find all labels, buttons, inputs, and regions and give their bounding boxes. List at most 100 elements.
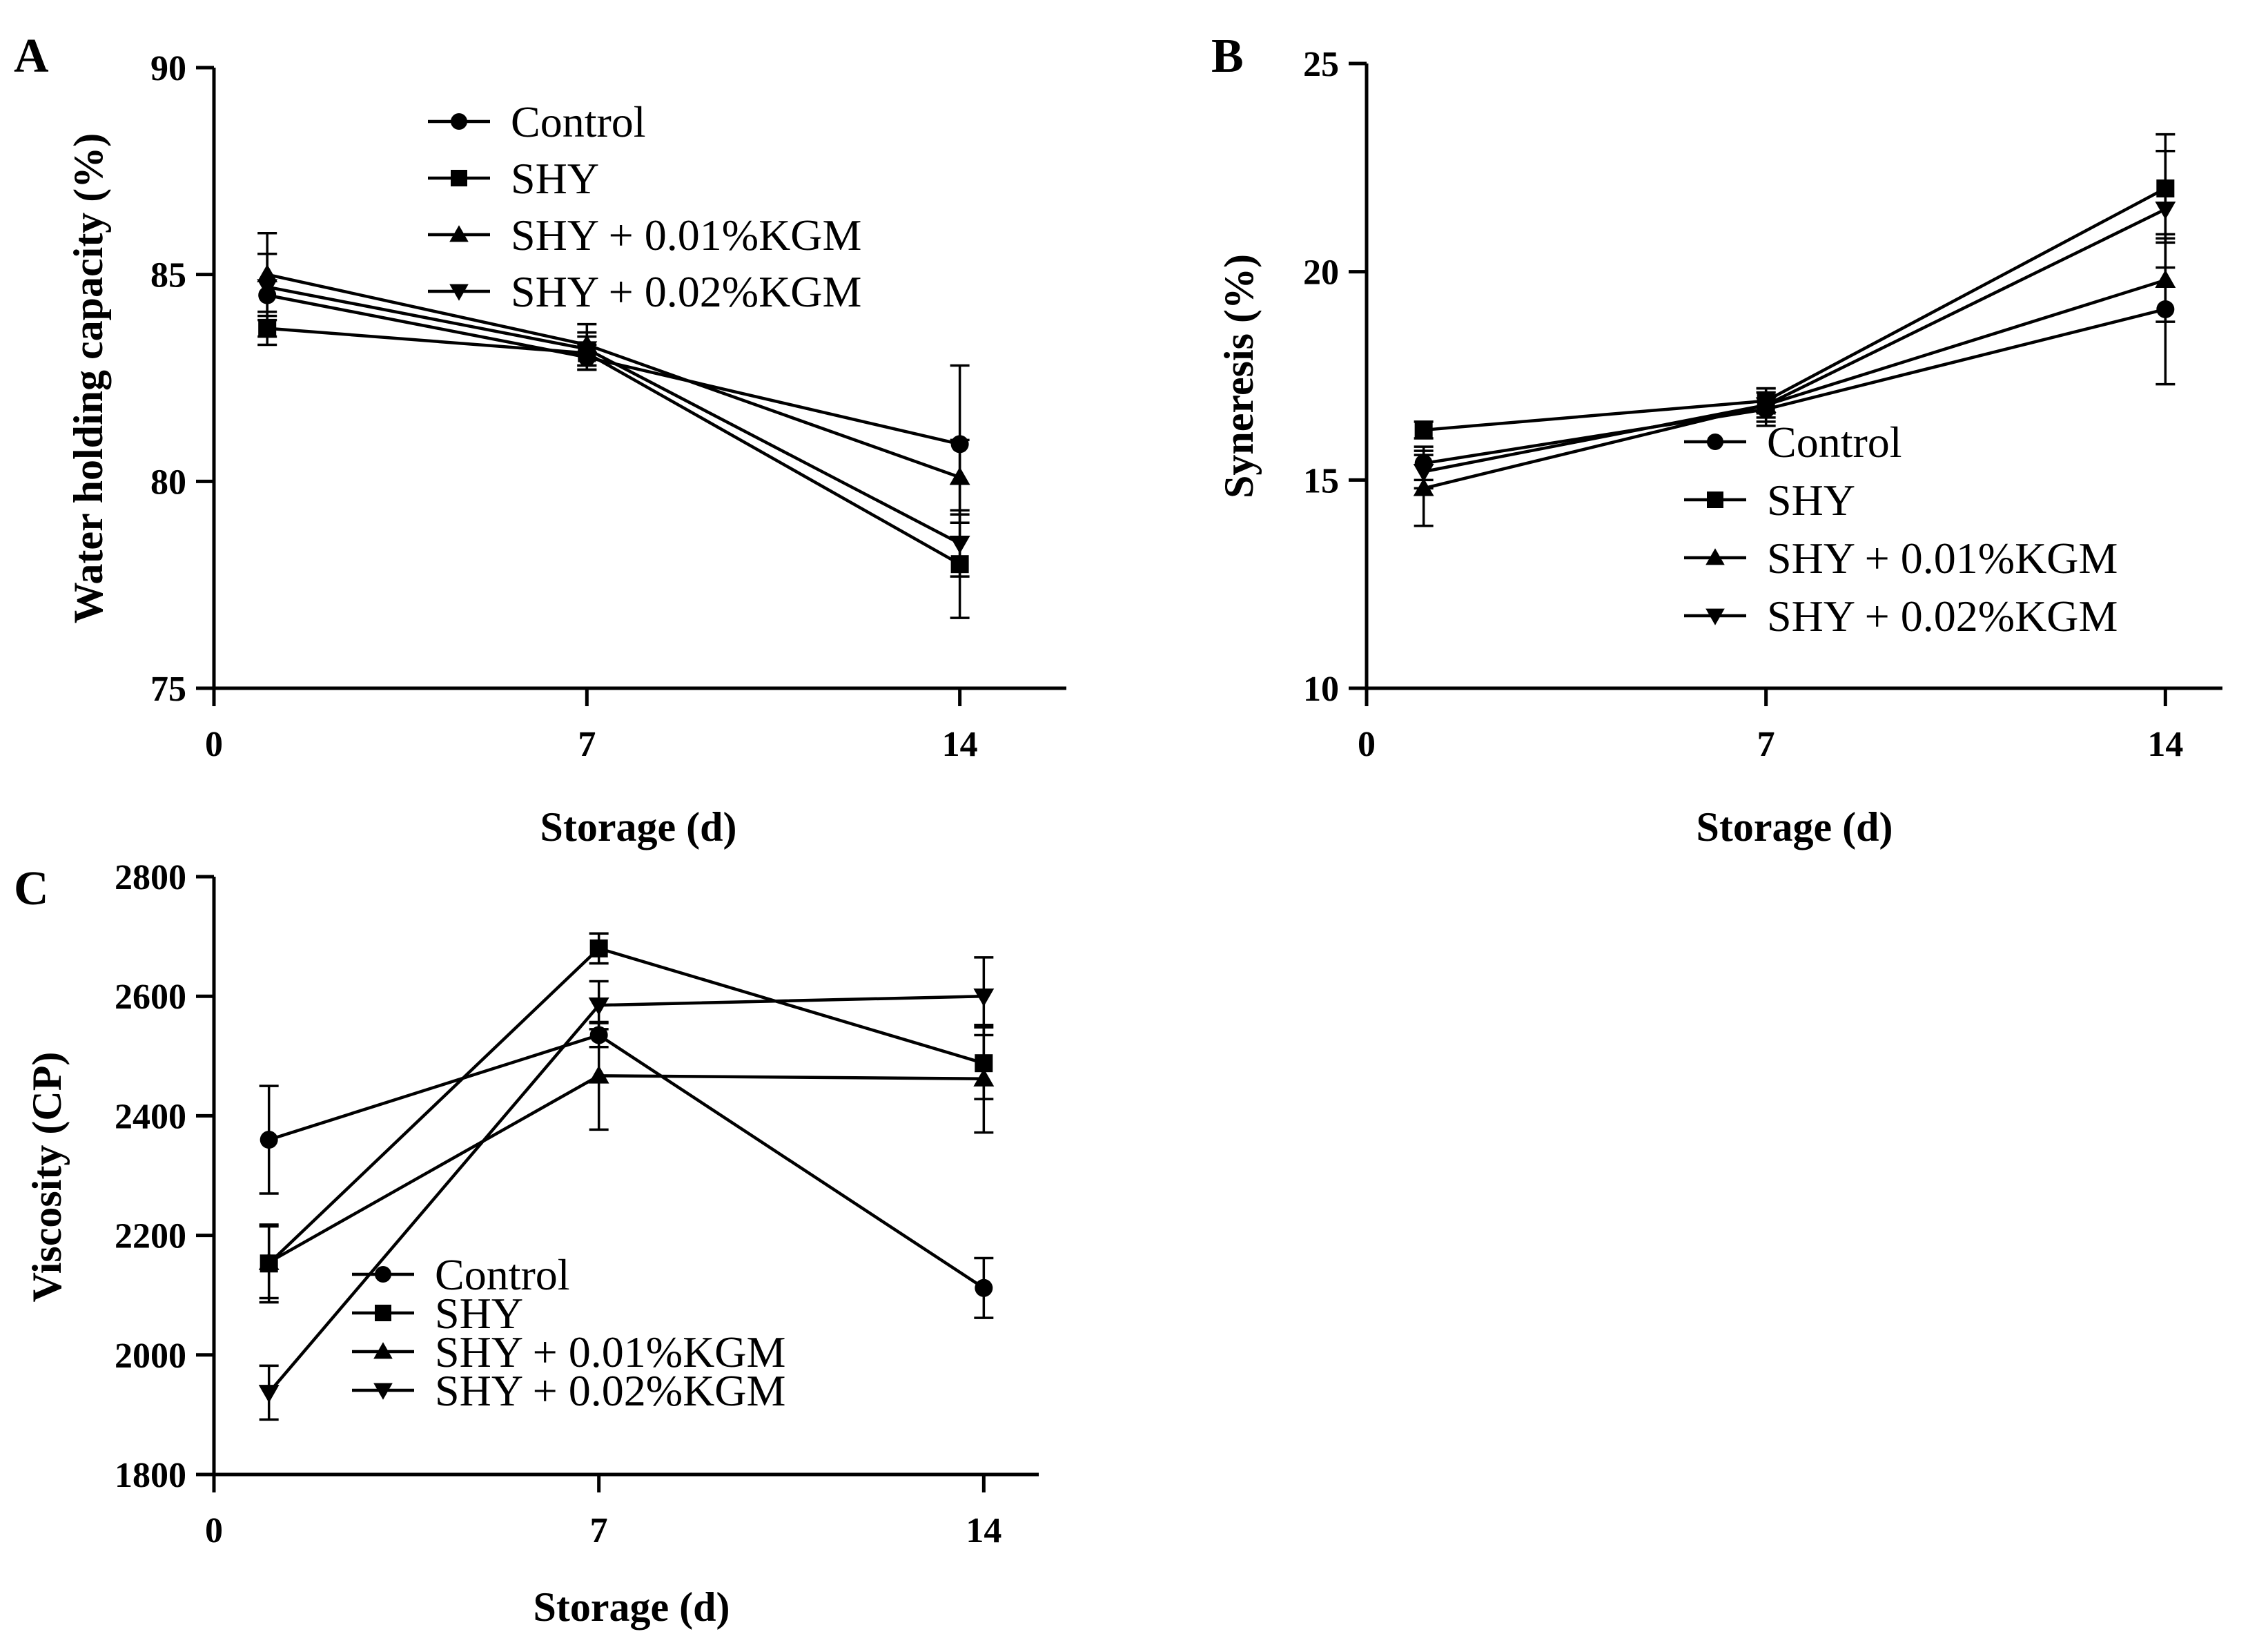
panel-b-y-tick-label: 20 (1303, 253, 1339, 293)
panel-c-y-axis-label: Viscosity (CP) (24, 1052, 70, 1303)
panel-c-legend-label: SHY + 0.02%KGM (435, 1366, 785, 1415)
panel-b-x-axis-label: Storage (d) (1697, 804, 1893, 850)
panel-b-legend-item-shy-001-kgm: SHY + 0.01%KGM (1684, 534, 2118, 583)
panel-c-x-tick-label: 14 (966, 1511, 1001, 1550)
panel-b-legend-marker-control (1707, 434, 1723, 450)
panel-b-point-shy-002-kgm (2155, 201, 2176, 220)
panel-c-point-shy-001-kgm (973, 1068, 995, 1087)
panel-c-point-shy (589, 939, 608, 957)
panel-b-legend-label: SHY + 0.01%KGM (1767, 534, 2118, 583)
panel-b-series-shy-002-kgm (1413, 149, 2176, 490)
panel-c-point-control (975, 1278, 993, 1297)
panel-a-legend: Control SHY SHY + 0.01%KGM SHY + 0.02%KGM (428, 97, 861, 316)
panel-a-letter: A (14, 30, 49, 83)
panel-c-series-shy (259, 932, 994, 1304)
panel-a-x-tick-label: 7 (578, 725, 596, 764)
panel-a-ticks: 75 80 85 90 0 7 14 (150, 49, 1066, 764)
panel-c-legend-item-shy: SHY (352, 1289, 523, 1338)
panel-c-line-shy-001-kgm (268, 1074, 984, 1264)
panel-a-y-tick-label: 80 (150, 463, 186, 502)
panel-b-y-tick-label: 15 (1303, 461, 1339, 500)
panel-c-ticks: 1800 2000 2200 2400 2600 2800 0 7 14 (115, 858, 1039, 1550)
panel-a-x-tick-label: 0 (205, 725, 223, 764)
panel-a-x-tick-label: 14 (942, 725, 978, 764)
panel-b-legend-label: SHY (1767, 476, 1855, 525)
panel-c-y-tick-label: 2200 (115, 1217, 186, 1256)
panel-c-legend-marker-shy-001-kgm (373, 1342, 393, 1359)
panel-b-legend-label: Control (1767, 418, 1902, 467)
panel-c-y-tick-label: 2400 (115, 1097, 186, 1136)
panel-c-series-shy-001-kgm (258, 1020, 995, 1300)
panel-c-point-shy-002-kgm (973, 988, 995, 1007)
panel-c-legend-marker-shy (375, 1305, 391, 1321)
panel-c-x-tick-label: 7 (590, 1511, 608, 1550)
panel-a-legend-label: SHY + 0.02%KGM (511, 267, 861, 316)
panel-c-point-shy-001-kgm (588, 1065, 609, 1084)
panel-a-series-shy-002-kgm (257, 252, 970, 578)
panel-a-legend-marker-shy (451, 170, 467, 186)
panel-c-series-shy-002-kgm (258, 956, 995, 1421)
panel-c-legend-marker-shy-002-kgm (373, 1383, 393, 1400)
panel-b-y-axis-label: Syneresis (%) (1216, 254, 1262, 498)
panel-a-series (257, 231, 970, 619)
panel-b-y-tick-label: 25 (1303, 45, 1339, 84)
panel-a-y-tick-label: 85 (150, 256, 186, 295)
panel-b-point-shy-002-kgm (1413, 464, 1434, 483)
panel-b-y-tick-label: 10 (1303, 670, 1339, 709)
panel-c-y-tick-label: 1800 (115, 1456, 186, 1495)
panel-b-point-shy (1414, 420, 1433, 439)
panel-a-legend-label: Control (511, 97, 646, 146)
panel-c-x-axis-label: Storage (d) (534, 1584, 730, 1630)
panel-a-legend-item-control: Control (428, 97, 646, 146)
panel-c-x-tick-label: 0 (205, 1511, 223, 1550)
panel-a: A 75 80 85 90 0 7 14 Control SHY SHY + 0.01%KGM S… (14, 30, 1066, 850)
panel-c-point-control (260, 1131, 278, 1149)
panel-c-y-tick-label: 2000 (115, 1336, 186, 1376)
panel-c-series (258, 932, 995, 1421)
panel-b-series (1413, 133, 2176, 527)
panel-c-legend-label: SHY (435, 1289, 523, 1338)
panel-a-y-tick-label: 75 (150, 670, 186, 709)
panel-b-ticks: 10 15 20 25 0 7 14 (1303, 45, 2222, 764)
panel-b-line-shy (1423, 187, 2167, 432)
panel-a-point-shy-002-kgm (257, 279, 278, 298)
panel-a-y-axis-label: Water holding capacity (%) (66, 133, 111, 624)
panel-a-y-tick-label: 90 (150, 49, 186, 88)
panel-c-legend-item-shy-001-kgm: SHY + 0.01%KGM (352, 1327, 785, 1376)
panel-a-legend-marker-shy-002-kgm (449, 284, 469, 301)
panel-a-legend-label: SHY (511, 154, 599, 203)
panel-c-legend-item-control: Control (352, 1250, 570, 1299)
panel-c-y-tick-label: 2600 (115, 977, 186, 1017)
panel-a-point-shy-002-kgm (576, 341, 598, 360)
panel-a-legend-label: SHY + 0.01%KGM (511, 211, 861, 260)
panel-b-point-shy-001-kgm (2155, 269, 2176, 288)
panel-b-legend-marker-shy-001-kgm (1705, 548, 1725, 565)
panel-a-point-shy-001-kgm (949, 467, 970, 485)
panel-a-legend-item-shy: SHY (428, 154, 599, 203)
panel-a-legend-item-shy-002-kgm: SHY + 0.02%KGM (428, 267, 861, 316)
panel-b-legend-marker-shy (1707, 491, 1723, 508)
panel-b-legend-item-shy-002-kgm: SHY + 0.02%KGM (1684, 592, 2118, 641)
panel-b-letter: B (1211, 30, 1244, 83)
panel-a-legend-marker-control (451, 113, 467, 130)
panel-b-x-tick-label: 7 (1757, 725, 1775, 764)
panel-c-point-shy-002-kgm (258, 1385, 280, 1403)
panel-c-point-shy-002-kgm (588, 997, 609, 1016)
panel-b-legend: Control SHY SHY + 0.01%KGM SHY + 0.02%KGM (1684, 418, 2118, 641)
panel-b-point-shy-002-kgm (1755, 397, 1777, 416)
panel-b-series-shy (1414, 133, 2176, 440)
panel-a-series-shy (257, 310, 970, 619)
panel-c-letter: C (14, 862, 49, 915)
panel-b-legend-label: SHY + 0.02%KGM (1767, 592, 2118, 641)
panel-a-point-shy-002-kgm (949, 536, 970, 554)
panel-c-legend-marker-control (375, 1266, 391, 1283)
panel-a-legend-item-shy-001-kgm: SHY + 0.01%KGM (428, 211, 861, 260)
panel-c-legend-item-shy-002-kgm: SHY + 0.02%KGM (352, 1366, 785, 1415)
panel-a-point-shy (258, 319, 277, 338)
panel-c-legend-label: SHY + 0.01%KGM (435, 1327, 785, 1376)
panel-b-legend-marker-shy-002-kgm (1705, 608, 1725, 625)
panel-b-x-tick-label: 0 (1358, 725, 1376, 764)
